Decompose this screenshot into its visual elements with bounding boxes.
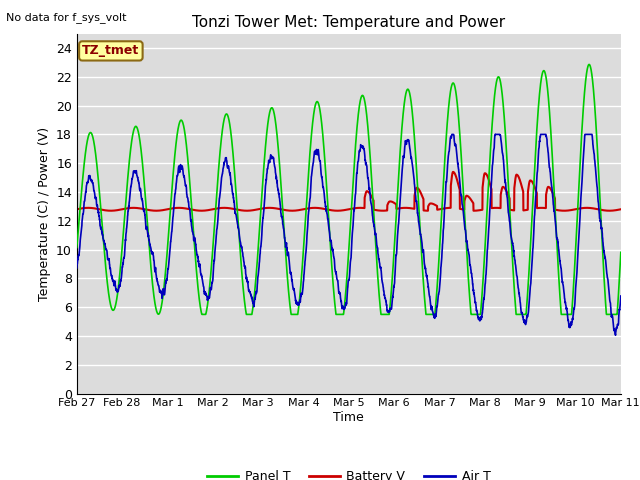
Title: Tonzi Tower Met: Temperature and Power: Tonzi Tower Met: Temperature and Power [192,15,506,30]
Legend: Panel T, Battery V, Air T: Panel T, Battery V, Air T [202,465,495,480]
X-axis label: Time: Time [333,411,364,424]
Text: No data for f_sys_volt: No data for f_sys_volt [6,12,127,23]
Y-axis label: Temperature (C) / Power (V): Temperature (C) / Power (V) [38,127,51,300]
Text: TZ_tmet: TZ_tmet [82,44,140,58]
